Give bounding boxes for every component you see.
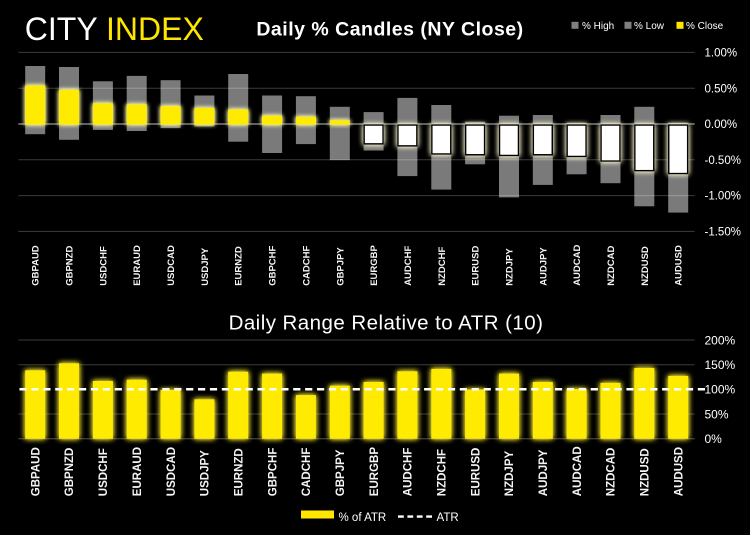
svg-text:GBPAUD: GBPAUD	[31, 245, 42, 286]
svg-text:USDJPY: USDJPY	[200, 247, 211, 286]
svg-text:AUDCAD: AUDCAD	[572, 446, 584, 496]
svg-text:Daily Range Relative to ATR (1: Daily Range Relative to ATR (10)	[229, 312, 544, 335]
svg-text:GBPAUD: GBPAUD	[30, 447, 42, 496]
svg-text:AUDUSD: AUDUSD	[673, 447, 685, 496]
svg-text:1.00%: 1.00%	[705, 48, 738, 60]
svg-text:NZDJPY: NZDJPY	[504, 450, 516, 496]
svg-text:USDCAD: USDCAD	[166, 245, 177, 286]
svg-text:NZDCAD: NZDCAD	[606, 246, 617, 286]
svg-text:EURUSD: EURUSD	[471, 246, 482, 286]
svg-text:EURGBP: EURGBP	[369, 244, 380, 285]
svg-text:NZDCHF: NZDCHF	[437, 247, 448, 286]
svg-text:USDCAD: USDCAD	[166, 447, 178, 496]
svg-text:GBPJPY: GBPJPY	[335, 247, 346, 286]
svg-text:AUDCAD: AUDCAD	[572, 244, 583, 285]
svg-text:% High: % High	[582, 21, 614, 32]
svg-text:AUDJPY: AUDJPY	[538, 247, 549, 286]
svg-text:0.50%: 0.50%	[705, 83, 738, 95]
svg-text:-0.50%: -0.50%	[705, 155, 741, 167]
svg-text:NZDUSD: NZDUSD	[640, 448, 652, 496]
svg-text:200%: 200%	[705, 333, 736, 347]
svg-text:EURAUD: EURAUD	[132, 447, 144, 496]
svg-text:-1.50%: -1.50%	[705, 227, 741, 239]
svg-text:AUDJPY: AUDJPY	[538, 449, 550, 496]
svg-text:EURNZD: EURNZD	[233, 448, 245, 496]
svg-text:EURNZD: EURNZD	[234, 246, 245, 286]
svg-text:CADCHF: CADCHF	[301, 245, 312, 285]
svg-text:AUDCHF: AUDCHF	[403, 245, 414, 285]
svg-text:USDCHF: USDCHF	[98, 246, 109, 286]
svg-text:0.00%: 0.00%	[705, 119, 738, 131]
svg-text:-1.00%: -1.00%	[705, 191, 741, 203]
svg-text:NZDUSD: NZDUSD	[640, 246, 651, 286]
svg-text:CITY INDEX: CITY INDEX	[25, 11, 204, 47]
svg-text:GBPCHF: GBPCHF	[268, 245, 279, 285]
svg-text:ATR: ATR	[437, 512, 459, 524]
svg-text:Daily % Candles (NY Close): Daily % Candles (NY Close)	[256, 19, 523, 41]
svg-text:% Close: % Close	[686, 21, 724, 32]
svg-text:% of ATR: % of ATR	[339, 512, 387, 524]
svg-text:EURAUD: EURAUD	[132, 245, 143, 286]
svg-text:NZDCAD: NZDCAD	[606, 448, 618, 497]
svg-text:100%: 100%	[705, 383, 736, 397]
svg-text:% Low: % Low	[634, 21, 665, 32]
svg-text:GBPCHF: GBPCHF	[267, 448, 279, 497]
svg-text:NZDCHF: NZDCHF	[437, 449, 449, 496]
svg-text:NZDJPY: NZDJPY	[505, 248, 516, 286]
svg-text:AUDCHF: AUDCHF	[403, 448, 415, 497]
svg-text:EURGBP: EURGBP	[369, 447, 381, 497]
svg-text:AUDUSD: AUDUSD	[674, 245, 685, 286]
svg-text:50%: 50%	[705, 407, 729, 421]
svg-text:CADCHF: CADCHF	[301, 448, 313, 497]
svg-text:EURUSD: EURUSD	[470, 448, 482, 497]
svg-text:GBPJPY: GBPJPY	[335, 449, 347, 496]
svg-text:150%: 150%	[705, 358, 736, 372]
svg-text:USDJPY: USDJPY	[200, 450, 212, 496]
svg-text:USDCHF: USDCHF	[98, 448, 110, 496]
svg-text:0%: 0%	[705, 432, 723, 446]
svg-text:GBPNZD: GBPNZD	[64, 448, 76, 497]
svg-text:GBPNZD: GBPNZD	[65, 246, 76, 286]
